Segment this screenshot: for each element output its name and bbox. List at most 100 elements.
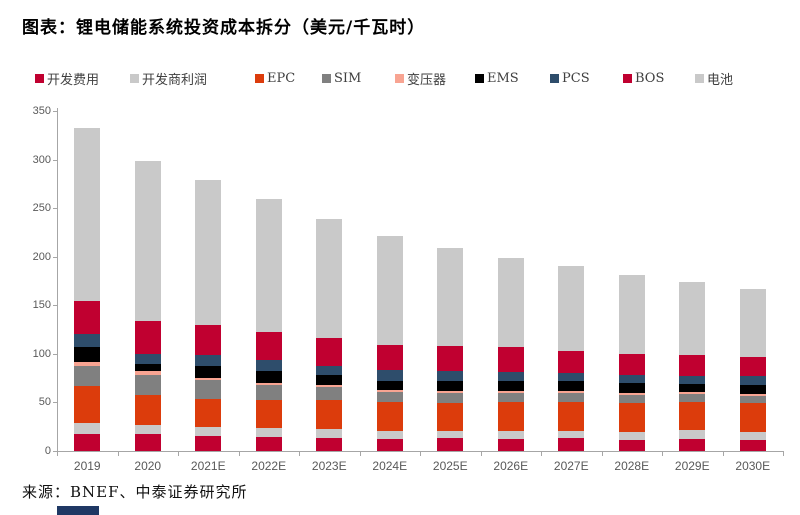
bar-segment: [255, 359, 282, 372]
y-axis: [57, 108, 58, 452]
bar-segment: [255, 437, 282, 451]
bar-segment: [739, 393, 766, 396]
bar-segment: [558, 430, 585, 439]
legend-item: 开发费用: [35, 71, 100, 88]
x-axis-label: 2019: [73, 459, 101, 473]
bar-segment: [195, 354, 222, 367]
x-axis-label: 2028E: [614, 459, 650, 473]
bar-segment: [195, 324, 222, 355]
x-axis-label: 2024E: [372, 459, 408, 473]
x-tick: [541, 451, 542, 456]
bar-segment: [739, 376, 766, 385]
legend-label: 开发商利润: [142, 72, 208, 88]
bar-segment: [74, 385, 101, 423]
legend-swatch: [130, 73, 139, 83]
y-tick: [53, 353, 57, 355]
bar-segment: [74, 127, 101, 302]
bar-segment: [134, 320, 161, 354]
legend-label: BOS: [635, 70, 665, 86]
bar-segment: [316, 218, 343, 339]
x-tick: [178, 451, 179, 456]
y-tick: [53, 256, 57, 258]
source-note: 来源：BNEF、中泰证券研究所: [22, 483, 248, 501]
bar-segment: [437, 381, 464, 391]
bar-segment: [437, 390, 464, 393]
bar-segment: [739, 288, 766, 357]
x-axis-label: 2027E: [553, 459, 589, 473]
x-tick: [480, 451, 482, 456]
bar-segment: [497, 257, 524, 348]
bar-segment: [497, 430, 524, 440]
legend-label: 电池: [707, 72, 734, 88]
chart-title: 图表：锂电储能系统投资成本拆分（美元/千瓦时）: [22, 18, 426, 38]
bar-segment: [255, 383, 282, 385]
bar-segment: [679, 281, 706, 355]
bar-segment: [74, 334, 101, 348]
bar-segment: [437, 438, 464, 451]
legend-item: PCS: [550, 70, 590, 86]
bar-segment: [558, 438, 585, 451]
legend-swatch: [695, 73, 704, 83]
bar-segment: [497, 381, 524, 391]
x-tick: [420, 451, 421, 456]
bar-segment: [195, 380, 222, 399]
bar-segment: [739, 395, 766, 404]
legend-swatch: [623, 73, 632, 83]
bar-segment: [255, 384, 282, 400]
bar-segment: [195, 179, 222, 325]
legend-swatch: [255, 73, 264, 83]
legend-item: BOS: [623, 70, 665, 86]
y-axis-label: 100: [32, 347, 51, 360]
bar-segment: [739, 403, 766, 432]
bar-segment: [195, 436, 222, 451]
legend-label: 开发费用: [47, 72, 100, 88]
x-axis-label: 2021E: [190, 459, 226, 473]
bar-segment: [679, 391, 706, 394]
legend-swatch: [395, 73, 404, 83]
legend-label: PCS: [562, 70, 590, 86]
legend-item: 电池: [695, 71, 734, 88]
y-axis-label: 350: [32, 105, 51, 117]
legend-swatch: [35, 73, 44, 83]
bar-segment: [497, 392, 524, 403]
bar-segment: [316, 438, 343, 451]
bar-segment: [437, 403, 464, 431]
bar-segment: [134, 160, 161, 321]
bar-segment: [679, 383, 706, 392]
bar-segment: [618, 392, 645, 395]
legend-swatch: [550, 73, 559, 83]
bar-segment: [255, 199, 282, 333]
legend-label: SIM: [334, 70, 362, 86]
legend-label: EMS: [487, 70, 519, 86]
bar-segment: [558, 266, 585, 351]
x-tick: [359, 451, 361, 456]
bar-segment: [739, 440, 766, 451]
y-tick: [53, 402, 57, 404]
bar-segment: [195, 378, 222, 381]
bar-segment: [316, 375, 343, 385]
bar-segment: [195, 426, 222, 437]
bar-segment: [74, 433, 101, 451]
bar-segment: [618, 394, 645, 404]
bar-segment: [618, 353, 645, 376]
bar-segment: [618, 431, 645, 441]
x-tick: [662, 451, 663, 456]
bar-segment: [376, 381, 403, 390]
bar-segment: [376, 430, 403, 440]
bar-segment: [558, 350, 585, 374]
bar-segment: [739, 431, 766, 441]
x-tick: [57, 451, 58, 456]
legend-swatch: [322, 73, 331, 83]
x-axis-label: 2030E: [735, 459, 771, 473]
y-axis-label: 200: [32, 250, 51, 263]
bar-segment: [255, 399, 282, 428]
x-axis-label: 2020: [134, 459, 162, 473]
bar-segment: [497, 372, 524, 382]
bar-segment: [679, 402, 706, 430]
bar-segment: [437, 247, 464, 347]
bar-segment: [558, 373, 585, 382]
bar-segment: [739, 356, 766, 377]
bar-segment: [195, 366, 222, 379]
